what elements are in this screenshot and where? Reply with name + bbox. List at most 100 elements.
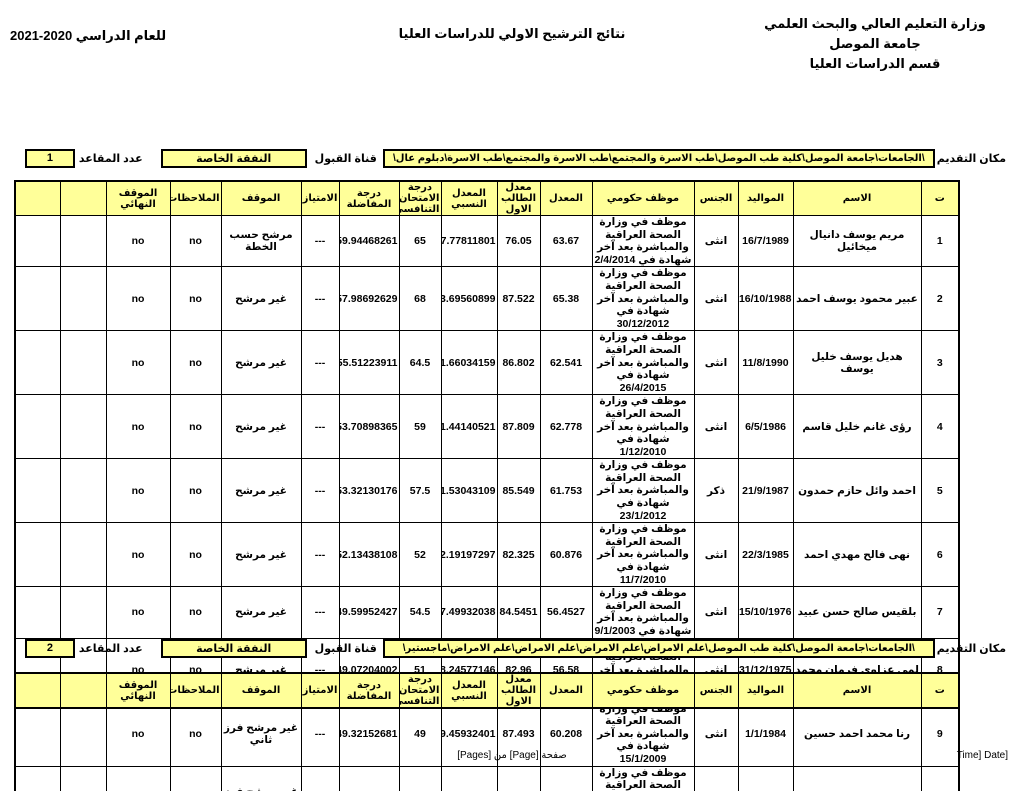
cell-no: 3	[920, 330, 960, 396]
application-place-label: مكان التقديم	[936, 642, 1006, 655]
cell-no: 4	[920, 394, 960, 460]
column-header-extra2	[14, 180, 61, 216]
column-header-final_score: درجة المفاضلة	[338, 672, 400, 709]
cell-notes: no	[169, 266, 222, 332]
cell-rel_avg: 53.69560899	[440, 266, 498, 332]
cell-exam: 68	[398, 266, 442, 332]
cell-final_score: 37.50099482	[338, 765, 400, 791]
table-body-section-1: 1 مريم يوسف دانيال ميخائيل 16/7/1989 انثى مو…	[14, 214, 960, 791]
cell-no: 10	[920, 765, 960, 791]
cell-no: 5	[920, 458, 960, 524]
cell-employee: موظف في وزارة الصحة العراقية والمباشرة ب…	[591, 214, 695, 268]
cell-extra2	[14, 522, 61, 588]
cell-extra1	[59, 522, 107, 588]
cell-rel_avg: 57.77811801	[440, 214, 498, 268]
cell-final_score: 59.94468261	[338, 214, 400, 268]
column-header-top_avg: معدل الطالب الاول	[496, 180, 541, 216]
column-header-gender: الجنس	[693, 672, 739, 709]
table-row: 7 بلقيس صالح حسن عبيد 15/10/1976 انثى موظف ف…	[14, 586, 960, 639]
cell-top_avg: 86.802	[496, 330, 541, 396]
cell-gender: انثى	[693, 701, 739, 767]
cell-gender: انثى	[693, 765, 739, 791]
application-place-value: \الجامعات\جامعة الموصل\كلية طب الموصل\طب…	[382, 148, 935, 168]
cell-final_score: 55.51223911	[338, 330, 400, 396]
cell-status: غير مرشح	[220, 522, 302, 588]
cell-rel_avg: 47.49932038	[440, 586, 498, 639]
cell-employee: موظف في وزارة الصحة العراقية والمباشرة ب…	[591, 394, 695, 460]
cell-extra2	[14, 458, 61, 524]
cell-top_avg: 86.464	[496, 765, 541, 791]
column-header-employee: موظف حكومي	[591, 672, 695, 709]
cell-extra2	[14, 266, 61, 332]
page-footer: صفحة [Page] من [Pages] Time] Date]	[0, 750, 1024, 770]
cell-extra2	[14, 330, 61, 396]
cell-status: غير مرشح	[220, 394, 302, 460]
cell-notes: no	[169, 214, 222, 268]
cell-avg: 60.876	[539, 522, 593, 588]
column-header-notes: الملاحظات	[169, 672, 222, 709]
cell-final_status: no	[105, 266, 171, 332]
cell-notes: no	[169, 522, 222, 588]
cell-status: غير مرشح	[220, 330, 302, 396]
table-row: 3 هديل يوسف خليل يوسف 11/8/1990 انثى موظف في…	[14, 330, 960, 396]
cell-final_status: no	[105, 214, 171, 268]
cell-name: احمد وائل حازم حمدون	[792, 458, 922, 524]
cell-top_avg: 87.522	[496, 266, 541, 332]
footer-datetime-label: Time] Date]	[956, 750, 1008, 761]
cell-employee: موظف في وزارة الصحة العراقية والمباشرة ب…	[591, 765, 695, 791]
cell-employee: موظف في وزارة الصحة العراقية والمباشرة ب…	[591, 330, 695, 396]
page-title: نتائج الترشيح الاولي للدراسات العليا	[398, 26, 626, 41]
cell-birth: 16/10/1988	[737, 266, 794, 332]
cell-name: رؤى غانم خليل قاسم	[792, 394, 922, 460]
cell-birth: 21/9/1987	[737, 458, 794, 524]
cell-name: زينب بسام ادريس قاسم	[792, 765, 922, 791]
cell-privilege: ---	[300, 586, 340, 639]
cell-top_avg: 82.325	[496, 522, 541, 588]
cell-final_score: 57.98692629	[338, 266, 400, 332]
column-header-final_status: الموقف النهائي	[105, 672, 171, 709]
cell-privilege: ---	[300, 214, 340, 268]
cell-birth: 22/3/1985	[737, 522, 794, 588]
cell-extra1	[59, 214, 107, 268]
admission-channel-label: قناة القبول	[314, 642, 377, 655]
column-header-rel_avg: المعدل النسبي	[440, 672, 498, 709]
column-header-birth: المواليد	[737, 180, 794, 216]
cell-extra1	[59, 701, 107, 767]
cell-notes: no	[169, 765, 222, 791]
cell-no: 1	[920, 214, 960, 268]
cell-no: 9	[920, 701, 960, 767]
org-line-department: قسم الدراسات العليا	[809, 56, 941, 72]
seats-count-value: 1	[24, 148, 75, 168]
cell-extra2	[14, 701, 61, 767]
cell-extra2	[14, 394, 61, 460]
cell-notes: no	[169, 458, 222, 524]
table-row: 6 نهى فالح مهدي احمد 22/3/1985 انثى موظف في …	[14, 522, 960, 588]
table-header-row: ت الاسم المواليد الجنس موظف حكومي المعدل معدل …	[14, 672, 960, 709]
cell-final_score: 49.59952427	[338, 586, 400, 639]
cell-top_avg: 85.549	[496, 458, 541, 524]
cell-name: بلقيس صالح حسن عبيد	[792, 586, 922, 639]
cell-avg: 62.541	[539, 330, 593, 396]
cell-rel_avg: 51.53043109	[440, 458, 498, 524]
cell-gender: ذكر	[693, 458, 739, 524]
column-header-final_score: درجة المفاضلة	[338, 180, 400, 216]
cell-name: رنا محمد احمد حسين	[792, 701, 922, 767]
cell-rel_avg: 53.57284974	[440, 765, 498, 791]
candidates-table-section-2: ت الاسم المواليد الجنس موظف حكومي المعدل معدل …	[14, 672, 960, 709]
cell-final_score: 52.13438108	[338, 522, 400, 588]
cell-avg: 56.4527	[539, 586, 593, 639]
cell-privilege: ---	[300, 701, 340, 767]
column-header-name: الاسم	[792, 180, 922, 216]
cell-privilege: ---	[300, 266, 340, 332]
cell-status: غير مرشح فرز ثاني	[220, 765, 302, 791]
footer-page-number-label: صفحة [Page] من [Pages]	[457, 750, 567, 761]
org-line-ministry: وزارة التعليم العالي والبحث العلمي	[764, 16, 986, 31]
cell-employee: موظف في وزارة الصحة العراقية والمباشرة ب…	[591, 586, 695, 639]
column-header-status: الموقف	[220, 672, 302, 709]
column-header-employee: موظف حكومي	[591, 180, 695, 216]
table-row: 5 احمد وائل حازم حمدون 21/9/1987 ذكر موظف في…	[14, 458, 960, 524]
cell-final_status: no	[105, 394, 171, 460]
cell-privilege: ---	[300, 458, 340, 524]
table-row: 9 رنا محمد احمد حسين 1/1/1984 انثى موظف في و…	[14, 701, 960, 767]
cell-no: 6	[920, 522, 960, 588]
